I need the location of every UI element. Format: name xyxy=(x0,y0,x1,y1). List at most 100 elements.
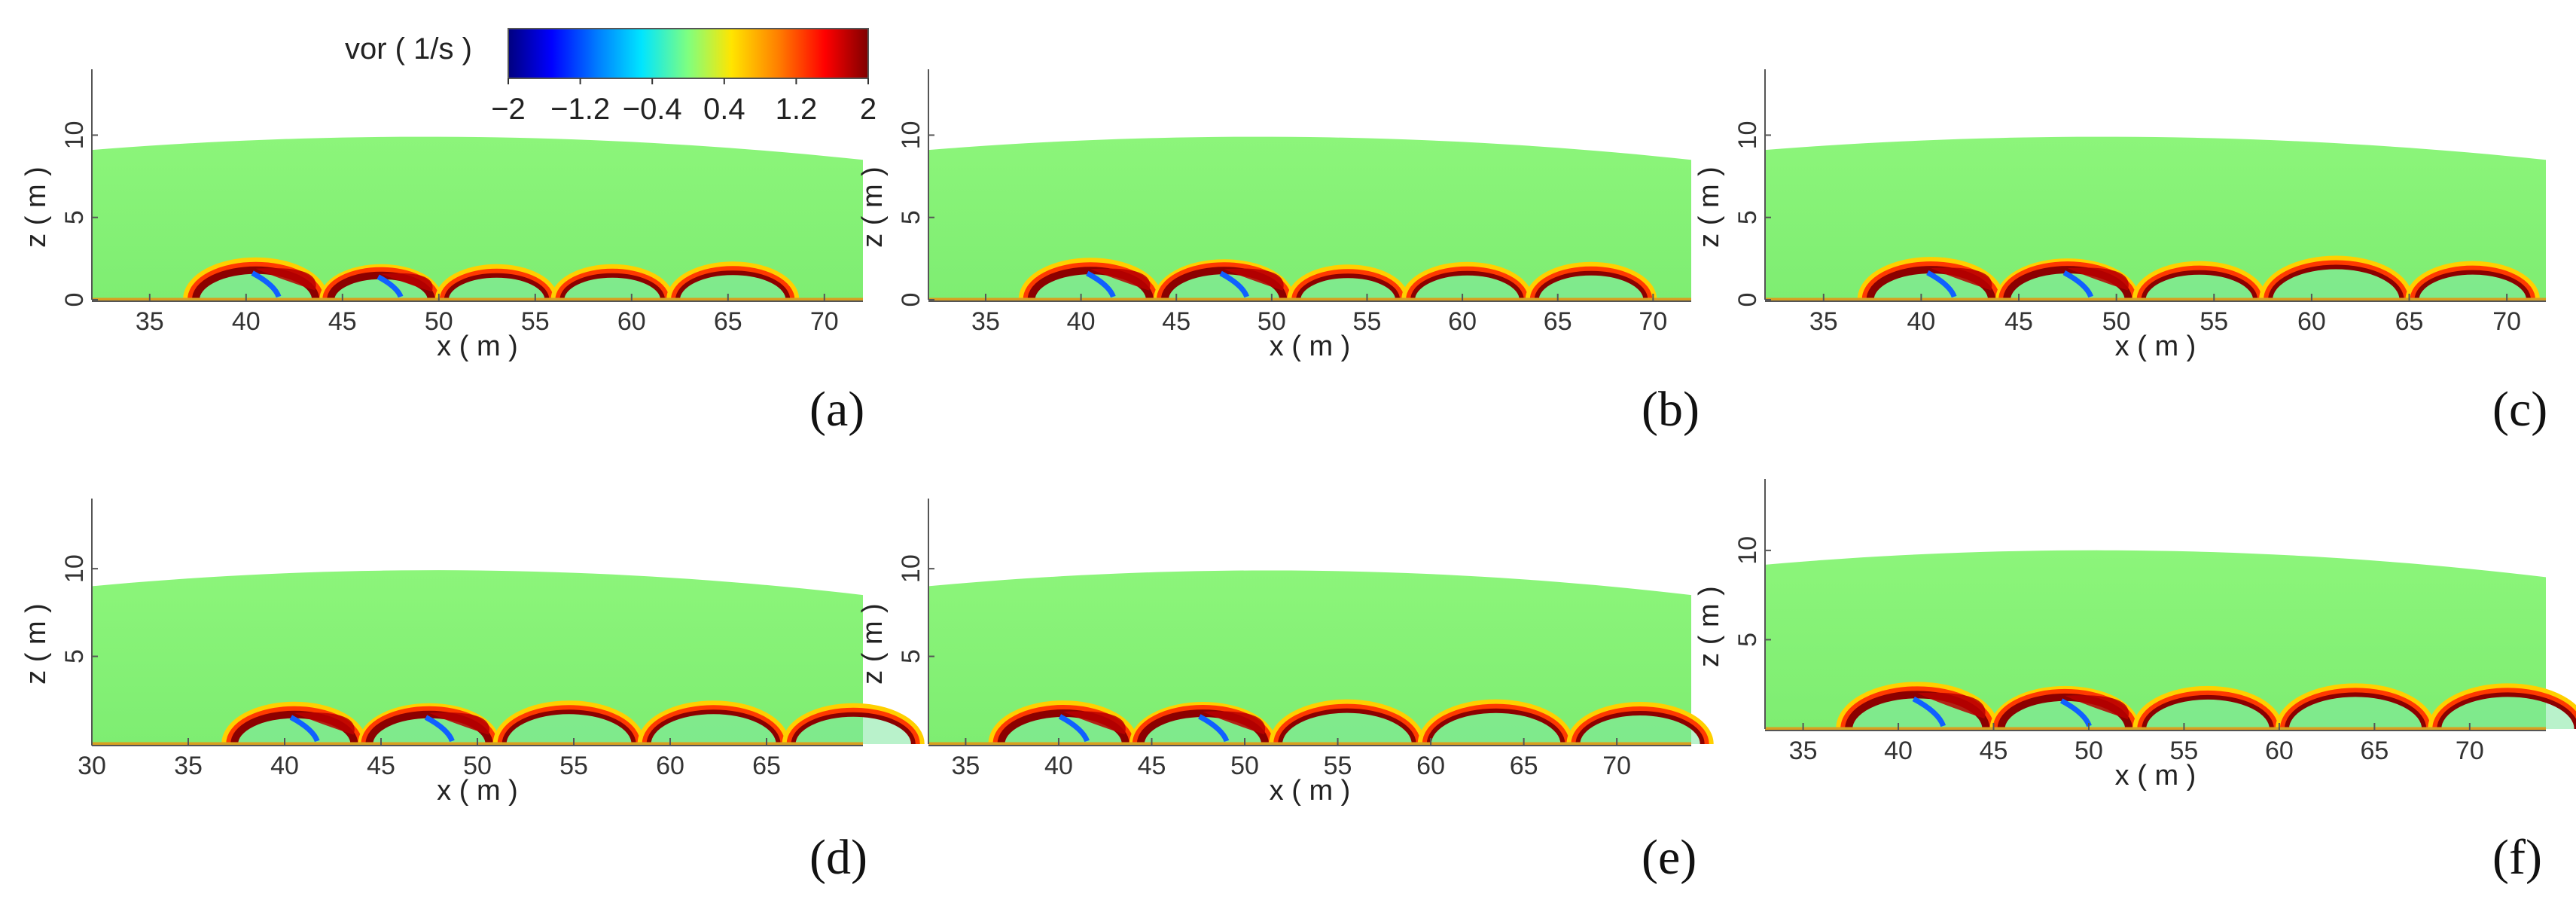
y-tick-label: 10 xyxy=(1733,121,1762,150)
y-tick-label: 10 xyxy=(60,554,89,583)
x-tick-label: 65 xyxy=(752,752,781,780)
x-tick-label: 65 xyxy=(714,307,742,336)
vorticity-field xyxy=(92,570,863,744)
x-tick-label: 35 xyxy=(1809,307,1838,336)
x-tick-label: 50 xyxy=(425,307,453,336)
y-tick-label: 5 xyxy=(1733,633,1762,647)
x-tick-label: 65 xyxy=(1544,307,1572,336)
panel-label: (b) xyxy=(1642,382,1700,437)
vortex-arch xyxy=(2405,261,2541,300)
colorbar-tick-label: −0.4 xyxy=(623,93,682,126)
x-tick-label: 60 xyxy=(1416,752,1445,780)
vortex-arch xyxy=(2259,256,2413,300)
y-tick-label: 0 xyxy=(1733,293,1762,307)
vortex-arch xyxy=(1417,699,1575,745)
y-tick-label: 10 xyxy=(1733,536,1762,565)
x-tick-label: 40 xyxy=(1067,307,1096,336)
vortex-arch xyxy=(1287,264,1410,300)
x-tick-label: 35 xyxy=(952,752,980,780)
panel-label: (e) xyxy=(1642,830,1697,885)
vortex-arch xyxy=(1525,262,1657,300)
x-tick-label: 40 xyxy=(1044,752,1073,780)
x-tick-label: 60 xyxy=(617,307,646,336)
vortex-arch xyxy=(1995,258,2140,300)
x-tick-label: 50 xyxy=(2102,307,2131,336)
x-tick-label: 70 xyxy=(1602,752,1631,780)
vortex-arch xyxy=(988,700,1139,745)
y-axis-label: z ( m ) xyxy=(857,603,889,685)
vortex-arch xyxy=(1401,262,1533,300)
x-tick-label: 55 xyxy=(1353,307,1382,336)
y-axis-label: z ( m ) xyxy=(20,166,52,248)
x-tick-label: 70 xyxy=(810,307,839,336)
panel-d: 30 35 40 45 50 55 60 65 5 10 x ( m ) z ( m ) (d) xyxy=(20,499,925,885)
colorbar-gradient xyxy=(508,28,869,79)
vortex-arch xyxy=(1129,702,1277,745)
x-tick-label: 40 xyxy=(1907,307,1935,336)
panel-label: (d) xyxy=(809,830,867,885)
x-tick-label: 55 xyxy=(521,307,550,336)
x-tick-label: 30 xyxy=(78,752,106,780)
colorbar-tick-label: 2 xyxy=(860,93,876,126)
vortex-arch xyxy=(1836,682,1999,730)
panel-label: (c) xyxy=(2492,382,2547,437)
y-tick-label: 0 xyxy=(897,293,925,307)
x-tick-label: 55 xyxy=(2200,307,2228,336)
vortex-arch xyxy=(550,264,674,300)
colorbar-title: vor ( 1/s ) xyxy=(345,32,472,66)
x-tick-label: 70 xyxy=(2492,307,2521,336)
panel-b: 35 40 45 50 55 60 65 70 0 5 10 x ( m ) z ( m ) (b) xyxy=(857,69,1700,437)
vortex-arch xyxy=(319,264,443,300)
vorticity-field xyxy=(92,136,863,300)
y-tick-label: 5 xyxy=(897,210,925,224)
vortex-arch xyxy=(782,703,925,745)
x-tick-label: 35 xyxy=(136,307,164,336)
x-tick-label: 60 xyxy=(2265,737,2294,765)
vortex-arch xyxy=(1989,685,2141,730)
y-tick-label: 5 xyxy=(897,649,925,663)
y-axis-label: z ( m ) xyxy=(1693,586,1725,667)
x-tick-label: 35 xyxy=(971,307,1000,336)
x-tick-label: 50 xyxy=(1230,752,1259,780)
colorbar: vor ( 1/s ) −2 −1.2 −0.4 0.4 1.2 2 xyxy=(345,28,876,126)
vortex-arch xyxy=(1018,258,1163,300)
colorbar-tick-label: −2 xyxy=(491,93,526,126)
x-tick-label: 50 xyxy=(1258,307,1286,336)
vortex-arch xyxy=(2132,261,2267,300)
x-tick-label: 70 xyxy=(2456,737,2484,765)
x-axis-label: x ( m ) xyxy=(2115,760,2196,792)
vortex-arch xyxy=(2275,683,2436,730)
vortex-arch xyxy=(1269,700,1425,745)
x-tick-label: 40 xyxy=(1884,737,1913,765)
vortex-arch xyxy=(183,257,329,300)
panel-label: (a) xyxy=(809,382,864,437)
x-tick-label: 40 xyxy=(232,307,261,336)
x-axis-label: x ( m ) xyxy=(2115,331,2196,362)
x-axis-label: x ( m ) xyxy=(437,775,518,807)
x-tick-label: 60 xyxy=(656,752,684,780)
x-axis-label: x ( m ) xyxy=(1270,331,1351,362)
vortex-arch xyxy=(1857,257,2005,300)
x-tick-label: 50 xyxy=(2075,737,2103,765)
panel-f: 35 40 45 50 55 60 65 70 5 10 x ( m ) z ( m ) (f) xyxy=(1693,479,2576,885)
panel-c: 35 40 45 50 55 60 65 70 0 5 10 x ( m ) z ( m ) (c) xyxy=(1693,69,2547,437)
x-tick-label: 35 xyxy=(174,752,203,780)
x-tick-label: 65 xyxy=(2360,737,2389,765)
vortex-arch xyxy=(2132,686,2283,730)
x-tick-label: 50 xyxy=(463,752,492,780)
colorbar-tick-label: 1.2 xyxy=(776,93,818,126)
panel-e: 35 40 45 50 55 60 65 70 5 10 x ( m ) z ( m ) (e) xyxy=(857,499,1714,885)
x-tick-label: 65 xyxy=(1510,752,1538,780)
y-tick-label: 5 xyxy=(1733,210,1762,224)
vortex-arch xyxy=(434,264,559,300)
vortex-arch xyxy=(1566,702,1714,745)
x-tick-label: 55 xyxy=(1324,752,1352,780)
y-axis-label: z ( m ) xyxy=(1693,166,1725,248)
x-axis-label: x ( m ) xyxy=(1270,775,1351,807)
y-axis-label: z ( m ) xyxy=(20,603,52,685)
y-axis-label: z ( m ) xyxy=(857,166,889,248)
x-axis-label: x ( m ) xyxy=(437,331,518,362)
y-tick-label: 10 xyxy=(60,121,89,150)
x-tick-label: 45 xyxy=(1138,752,1166,780)
y-tick-label: 10 xyxy=(897,121,925,150)
